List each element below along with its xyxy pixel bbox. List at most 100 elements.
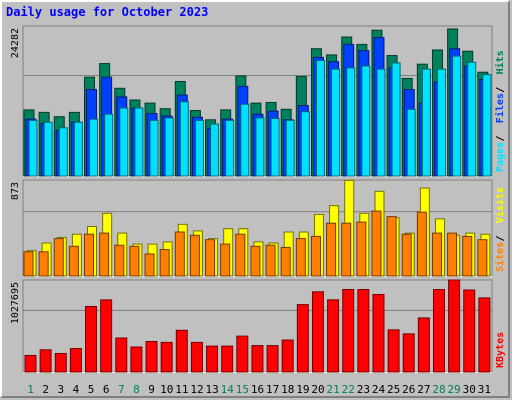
bar-pages-day-16	[255, 117, 265, 177]
x-tick-label-day-10: 10	[160, 383, 173, 396]
bar-pages-day-28	[436, 68, 446, 177]
bar-kbytes-day-22	[342, 289, 355, 373]
bar-kbytes-day-29	[448, 279, 461, 373]
bar-pages-day-19	[300, 111, 310, 177]
bar-pages-day-30	[467, 61, 477, 177]
bar-pages-day-21	[331, 68, 341, 177]
bar-kbytes-day-11	[175, 329, 188, 373]
legend-kbytes: KBytes	[495, 332, 506, 368]
bar-sites-day-19	[295, 238, 306, 277]
bar-kbytes-day-31	[478, 297, 491, 373]
x-tick-label-day-6: 6	[103, 383, 110, 396]
legend-separator: /	[495, 87, 506, 93]
bar-sites-day-31	[477, 239, 488, 277]
bar-kbytes-day-20	[311, 291, 324, 373]
bar-sites-day-24	[371, 210, 382, 277]
bar-pages-day-3	[58, 127, 68, 177]
x-tick-label-day-20: 20	[311, 383, 324, 396]
x-tick-label-day-13: 13	[205, 383, 218, 396]
bar-kbytes-day-12	[190, 341, 203, 373]
bar-sites-day-14	[220, 243, 231, 277]
bar-kbytes-day-10	[160, 341, 173, 373]
bar-sites-day-28	[431, 232, 442, 277]
bar-kbytes-day-13	[206, 345, 219, 373]
bar-sites-day-22	[341, 222, 352, 277]
x-tick-label-day-9: 9	[148, 383, 155, 396]
bar-kbytes-day-16	[251, 345, 264, 373]
bar-sites-day-17	[265, 244, 276, 277]
bar-sites-day-21	[326, 222, 337, 277]
bar-sites-day-26	[401, 233, 412, 277]
legend-visits: Visits	[494, 187, 506, 223]
bar-pages-day-15	[240, 103, 250, 177]
legend-files: Files	[494, 93, 506, 123]
bar-pages-day-4	[73, 121, 83, 177]
x-tick-label-day-17: 17	[266, 383, 279, 396]
bar-pages-day-18	[285, 119, 295, 177]
bar-kbytes-day-15	[236, 335, 249, 373]
x-tick-label-day-2: 2	[42, 383, 49, 396]
x-tick-label-day-29: 29	[448, 383, 461, 396]
bar-pages-day-27	[421, 68, 431, 177]
bar-kbytes-day-21	[327, 299, 340, 373]
bar-pages-day-24	[376, 68, 386, 177]
bar-sites-day-1	[23, 251, 34, 277]
panel-1-ymax-label: 24282	[10, 28, 21, 58]
bar-pages-day-1	[28, 119, 38, 177]
bar-pages-day-23	[361, 65, 371, 177]
bar-sites-day-30	[462, 235, 473, 277]
bar-sites-day-13	[205, 239, 216, 277]
x-tick-label-day-5: 5	[88, 383, 95, 396]
bar-pages-day-11	[179, 101, 189, 177]
bar-kbytes-day-6	[100, 299, 113, 373]
x-tick-label-day-7: 7	[118, 383, 125, 396]
bar-kbytes-day-5	[85, 305, 98, 373]
x-tick-label-day-15: 15	[236, 383, 249, 396]
x-tick-label-day-18: 18	[281, 383, 294, 396]
bar-sites-day-8	[129, 245, 140, 277]
legend-sites: Sites	[494, 242, 506, 272]
bar-pages-day-22	[346, 67, 356, 177]
bar-kbytes-day-23	[357, 289, 370, 373]
x-tick-label-day-23: 23	[357, 383, 370, 396]
legend-hits: Hits	[494, 50, 506, 74]
bar-sites-day-15	[235, 233, 246, 277]
bar-pages-day-31	[482, 74, 492, 177]
bar-pages-day-29	[452, 55, 462, 177]
bar-pages-day-13	[210, 123, 220, 177]
panel-2-ymax-label: 873	[10, 182, 21, 200]
legend-separator: /	[495, 235, 506, 241]
bar-sites-day-3	[53, 238, 64, 277]
bar-kbytes-day-14	[221, 345, 234, 373]
bar-pages-day-6	[104, 113, 114, 177]
x-tick-label-day-14: 14	[221, 383, 235, 396]
x-tick-label-day-12: 12	[190, 383, 203, 396]
bar-kbytes-day-2	[39, 349, 52, 373]
bar-kbytes-day-17	[266, 345, 279, 373]
x-tick-label-day-21: 21	[327, 383, 340, 396]
bar-sites-day-27	[416, 211, 427, 277]
bar-pages-day-14	[225, 119, 235, 177]
bar-pages-day-17	[270, 118, 280, 177]
x-tick-label-day-8: 8	[133, 383, 140, 396]
bar-kbytes-day-18	[281, 339, 294, 373]
x-tick-label-day-25: 25	[387, 383, 400, 396]
bar-sites-day-16	[250, 245, 261, 277]
x-tick-label-day-22: 22	[342, 383, 355, 396]
bar-sites-day-5	[84, 233, 95, 277]
bar-kbytes-day-19	[296, 304, 309, 373]
x-tick-label-day-31: 31	[478, 383, 491, 396]
bar-kbytes-day-30	[463, 289, 476, 373]
x-tick-label-day-1: 1	[27, 383, 34, 396]
bar-pages-day-5	[89, 118, 99, 177]
bar-kbytes-day-26	[402, 333, 415, 373]
bar-pages-day-2	[43, 121, 53, 177]
bar-sites-day-6	[99, 232, 110, 277]
bar-pages-day-10	[164, 117, 174, 177]
bar-kbytes-day-4	[69, 348, 82, 373]
bar-sites-day-11	[174, 231, 185, 277]
bar-kbytes-day-28	[432, 289, 445, 373]
bar-sites-day-25	[386, 216, 397, 277]
legend-separator: /	[495, 135, 506, 141]
